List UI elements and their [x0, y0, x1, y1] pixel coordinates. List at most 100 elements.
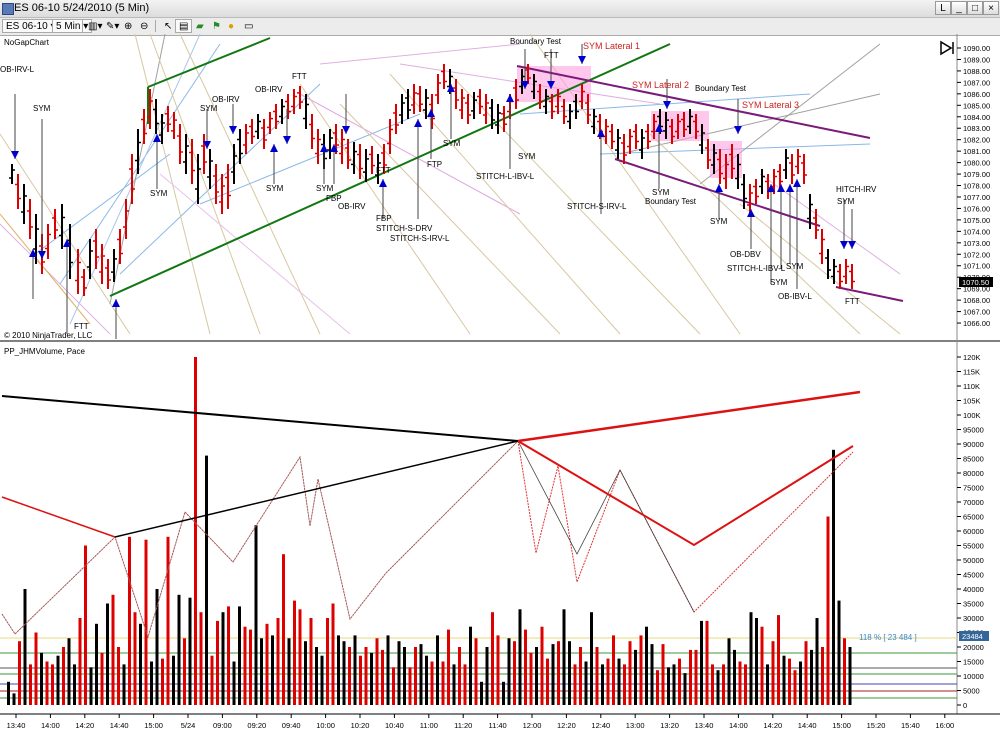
signal-arrow[interactable]: [342, 94, 350, 134]
volume-bar: [304, 641, 307, 705]
trend-line[interactable]: [147, 37, 271, 88]
price-bar: [153, 99, 159, 134]
signal-arrow[interactable]: [112, 299, 120, 339]
signal-arrow[interactable]: [597, 129, 605, 214]
signal-arrow[interactable]: [767, 184, 775, 284]
signal-arrow[interactable]: [153, 134, 161, 189]
volume-bar: [276, 618, 280, 705]
signal-arrow[interactable]: [320, 144, 328, 184]
maximize-button[interactable]: □: [967, 1, 983, 15]
price-bar: [789, 154, 795, 184]
signal-arrow[interactable]: [29, 249, 37, 299]
volume-panel[interactable]: PP_JHMVolume, Pace 118 % [ 23 484 ] 120K…: [0, 347, 989, 710]
signal-label: SYM: [652, 188, 670, 197]
signal-arrow[interactable]: [506, 94, 514, 169]
signal-arrow[interactable]: [447, 84, 455, 139]
signal-arrow[interactable]: [379, 179, 387, 219]
link-button[interactable]: L: [935, 1, 951, 15]
volume-bar: [579, 647, 582, 705]
properties-icon[interactable]: ▭: [244, 21, 254, 32]
volume-bar: [788, 658, 791, 705]
close-button[interactable]: ×: [983, 1, 999, 15]
bar-type-icon[interactable]: ▥▾: [88, 21, 103, 32]
volume-trend-line[interactable]: [517, 390, 861, 443]
signal-arrow[interactable]: [63, 239, 71, 334]
price-bar: [351, 142, 357, 174]
signal-arrow[interactable]: [747, 209, 755, 249]
signal-label: FTP: [427, 160, 442, 169]
volume-bar: [557, 641, 560, 705]
signal-arrow[interactable]: [11, 94, 19, 159]
zoom-in-icon[interactable]: ⊕: [124, 21, 133, 32]
signal-arrow[interactable]: [283, 109, 291, 144]
volume-bar: [106, 603, 109, 705]
volume-bars[interactable]: [7, 357, 852, 705]
zoom-out-icon[interactable]: ⊖: [140, 21, 149, 32]
draw-tool-icon[interactable]: ✎▾: [106, 21, 120, 32]
volume-bar: [23, 589, 27, 705]
signal-arrow[interactable]: [547, 49, 555, 89]
signal-arrow[interactable]: [270, 144, 278, 184]
price-bar: [285, 94, 291, 119]
minimize-button[interactable]: _: [951, 1, 967, 15]
channel-line[interactable]: [835, 286, 904, 302]
signal-arrow[interactable]: [521, 49, 529, 89]
price-bar: [9, 164, 15, 184]
volume-trend-line[interactable]: [1, 496, 116, 538]
chart-area[interactable]: OB-IRV-L SYM FTT SYM SYM OB-IRV OB-IRV F…: [0, 34, 1000, 734]
volume-bar: [711, 664, 714, 705]
signal-arrow[interactable]: [786, 184, 794, 264]
volume-trend-line[interactable]: [517, 440, 854, 547]
price-bar: [645, 124, 651, 149]
volume-bar: [271, 635, 274, 705]
signal-arrow[interactable]: [663, 79, 671, 109]
data-box-icon[interactable]: ▤: [175, 19, 193, 33]
channel-line[interactable]: [516, 65, 871, 139]
price-bar: [273, 104, 279, 129]
signal-arrow[interactable]: [578, 44, 586, 64]
signal-arrow[interactable]: [330, 144, 338, 184]
price-bar: [117, 229, 123, 264]
alert-icon[interactable]: ●: [228, 21, 235, 32]
trend-line[interactable]: [109, 43, 671, 297]
volume-bar: [689, 649, 692, 705]
signal-arrow[interactable]: [427, 109, 435, 159]
signal-arrow[interactable]: [777, 184, 785, 269]
volume-bar: [128, 536, 131, 705]
signal-label: FTT: [845, 297, 860, 306]
volume-bar: [727, 638, 731, 705]
volume-bar: [199, 612, 203, 705]
instrument-selector[interactable]: ES 06-10 ▾: [2, 19, 60, 33]
signal-arrow[interactable]: [229, 104, 237, 134]
channel-line[interactable]: [614, 158, 821, 227]
price-tick-label: 1089.00: [963, 55, 990, 64]
volume-bar: [331, 603, 335, 705]
volume-tick-label: 100K: [963, 411, 981, 420]
signal-arrow[interactable]: [414, 119, 422, 219]
volume-bar: [265, 623, 269, 705]
volume-trend-line[interactable]: [114, 440, 519, 538]
cursor-icon[interactable]: ↖: [164, 21, 173, 32]
signal-arrow[interactable]: [793, 179, 801, 289]
chart-scroll-end-icon[interactable]: [940, 40, 954, 56]
price-bar: [441, 64, 447, 89]
volume-trend-line[interactable]: [1, 395, 519, 442]
signal-arrow[interactable]: [734, 99, 742, 134]
signal-arrow[interactable]: [203, 109, 211, 149]
strategy-icon[interactable]: ⚑: [212, 21, 221, 32]
volume-bar: [293, 600, 296, 705]
price-bar: [15, 174, 21, 209]
indicator-icon[interactable]: ▰: [196, 21, 204, 32]
signal-arrow[interactable]: [38, 119, 46, 259]
price-bars[interactable]: [9, 64, 855, 296]
price-bar: [777, 164, 783, 189]
signal-arrow[interactable]: [840, 199, 848, 249]
signal-arrow[interactable]: [848, 209, 856, 249]
volume-bar: [672, 664, 676, 705]
price-panel[interactable]: OB-IRV-L SYM FTT SYM SYM OB-IRV OB-IRV F…: [0, 34, 993, 340]
signal-arrow[interactable]: [655, 124, 663, 189]
signal-arrow[interactable]: [715, 184, 723, 219]
price-tick-label: 1082.00: [963, 136, 990, 145]
volume-bar: [815, 618, 819, 705]
signal-arrows[interactable]: [11, 44, 856, 339]
